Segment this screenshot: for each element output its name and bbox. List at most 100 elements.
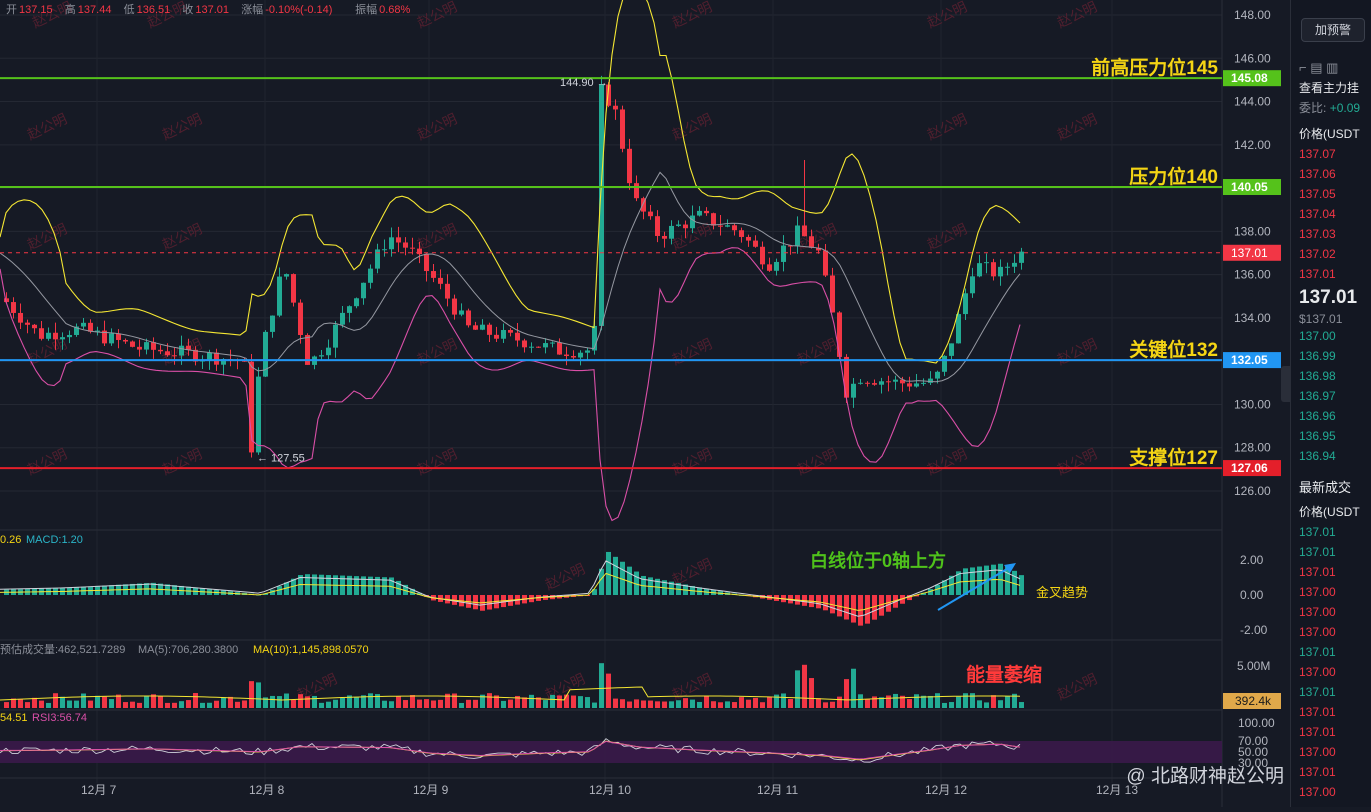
- bid-price-row[interactable]: 136.98: [1299, 369, 1336, 383]
- add-alert-button[interactable]: 加预警: [1301, 18, 1365, 42]
- trade-row: 137.01: [1299, 705, 1336, 719]
- volume-bar: [235, 701, 240, 708]
- current-usd: $137.01: [1299, 312, 1343, 326]
- volume-bar: [977, 700, 982, 708]
- candle-body: [998, 266, 1003, 277]
- ohlc-label: 收: [182, 2, 193, 16]
- volume-bar: [382, 700, 387, 708]
- macd-bar: [627, 566, 632, 595]
- volume-legend: MA(5):706,280.3800: [138, 644, 238, 656]
- ask-price-row[interactable]: 137.01: [1299, 267, 1336, 281]
- trade-row: 137.01: [1299, 645, 1336, 659]
- price-chart-svg[interactable]: 148.00146.00144.00142.00140.00138.00136.…: [0, 0, 1290, 807]
- ohlc-label: 高: [65, 2, 76, 16]
- volume-bar: [4, 702, 9, 708]
- price-axis-tick: 138.00: [1234, 224, 1271, 238]
- bid-price-row[interactable]: 136.96: [1299, 409, 1336, 423]
- volume-bar: [46, 702, 51, 708]
- price-axis-tick: 128.00: [1234, 441, 1271, 455]
- volume-bar: [172, 702, 177, 708]
- time-axis-tick: 12月 9: [413, 783, 449, 797]
- bid-price-row[interactable]: 136.99: [1299, 349, 1336, 363]
- candle-body: [606, 84, 611, 106]
- macd-bar: [935, 584, 940, 595]
- ohlc-label: 振幅: [355, 2, 377, 16]
- volume-bar: [774, 694, 779, 708]
- volume-last-tag: [1223, 693, 1281, 709]
- volume-bar: [242, 700, 247, 708]
- bid-price-row[interactable]: 137.00: [1299, 329, 1336, 343]
- macd-bar: [949, 575, 954, 595]
- candle-body: [879, 381, 884, 385]
- candle-body: [277, 276, 282, 316]
- candle-body: [305, 335, 310, 365]
- ask-price-row[interactable]: 137.04: [1299, 207, 1336, 221]
- time-axis-tick: 12月 13: [1096, 783, 1138, 797]
- volume-bar: [347, 695, 352, 708]
- candle-body: [1005, 266, 1010, 268]
- candle-body: [53, 332, 58, 340]
- candle-body: [795, 225, 800, 246]
- ask-price-row[interactable]: 137.07: [1299, 147, 1336, 161]
- volume-bar: [606, 673, 611, 708]
- candle-body: [242, 360, 247, 362]
- candle-body: [746, 236, 751, 241]
- volume-bar: [599, 663, 604, 708]
- panel-view-icons[interactable]: ⌐ ▤ ▥: [1299, 60, 1339, 75]
- macd-bar: [263, 593, 268, 595]
- volume-bar: [823, 702, 828, 708]
- volume-bar: [872, 696, 877, 708]
- candle-body: [109, 333, 114, 344]
- volume-legend: MA(10):1,145,898.0570: [253, 644, 369, 656]
- footer-watermark: @ 北路财神赵公明: [1126, 765, 1284, 787]
- candle-body: [263, 331, 268, 377]
- ask-price-row[interactable]: 137.03: [1299, 227, 1336, 241]
- view-main-orders-label[interactable]: 查看主力挂: [1299, 81, 1360, 95]
- bid-price-row[interactable]: 136.97: [1299, 389, 1336, 403]
- macd-bar: [613, 556, 618, 595]
- candle-body: [718, 225, 723, 227]
- panel-collapse-handle[interactable]: [1281, 366, 1290, 402]
- volume-bar: [501, 700, 506, 708]
- candle-body: [508, 330, 513, 333]
- volume-bar: [592, 702, 597, 708]
- candle-body: [172, 355, 177, 357]
- volume-bar: [102, 696, 107, 708]
- candle-body: [900, 379, 905, 384]
- volume-bar: [193, 693, 198, 708]
- candle-body: [837, 312, 842, 357]
- ask-price-row[interactable]: 137.02: [1299, 247, 1336, 261]
- ask-price-row[interactable]: 137.05: [1299, 187, 1336, 201]
- bid-price-row[interactable]: 136.95: [1299, 429, 1336, 443]
- candle-body: [438, 277, 443, 284]
- candle-body: [221, 359, 226, 365]
- bid-price-row[interactable]: 136.94: [1299, 449, 1336, 463]
- volume-bar: [697, 701, 702, 708]
- candle-body: [669, 225, 674, 239]
- macd-bar: [886, 595, 891, 612]
- volume-bar: [312, 695, 317, 708]
- volume-bar: [319, 702, 324, 708]
- volume-bar: [851, 668, 856, 708]
- candle-body: [46, 332, 51, 339]
- macd-legend-value: 0.26: [0, 534, 21, 546]
- candle-body: [690, 215, 695, 229]
- bid-ask-ratio: 委比: +0.09: [1291, 98, 1371, 118]
- volume-bar: [165, 702, 170, 708]
- candle-body: [774, 261, 779, 271]
- ask-price-row[interactable]: 137.06: [1299, 167, 1336, 181]
- candle-body: [333, 324, 338, 348]
- rsi-legend: RSI3:56.74: [32, 712, 87, 724]
- candle-body: [963, 293, 968, 315]
- candle-body: [67, 334, 72, 338]
- latest-trades-header[interactable]: 最新成交: [1299, 480, 1352, 495]
- macd-bar: [872, 595, 877, 620]
- candle-body: [571, 356, 576, 358]
- volume-bar: [578, 696, 583, 708]
- candle-body: [186, 345, 191, 350]
- macd-axis-tick: -2.00: [1240, 623, 1268, 637]
- volume-bar: [39, 700, 44, 708]
- time-axis-tick: 12月 10: [589, 783, 631, 797]
- trade-row: 137.01: [1299, 685, 1336, 699]
